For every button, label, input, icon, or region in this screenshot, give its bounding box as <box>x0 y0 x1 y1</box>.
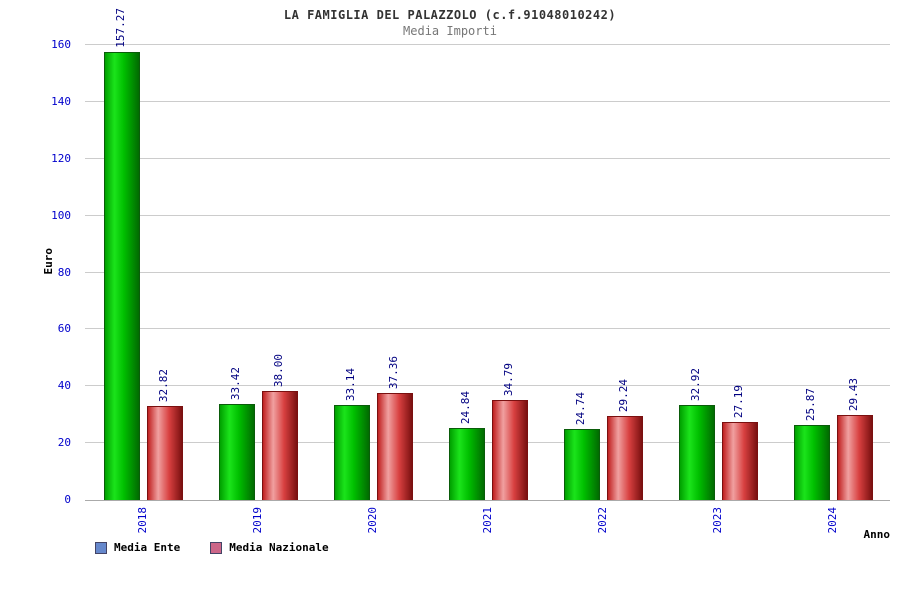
y-tick-label: 80 <box>57 265 71 279</box>
bar-media-nazionale-2021 <box>492 400 528 500</box>
bar-value-label: 38.00 <box>272 353 285 387</box>
legend-item-media-nazionale: Media Nazionale <box>210 541 329 554</box>
gridline <box>85 100 890 102</box>
y-tick-label: 120 <box>51 151 71 165</box>
y-tick-label: 20 <box>57 436 71 450</box>
bar-value-label: 25.87 <box>804 388 817 422</box>
x-axis-title: Anno <box>863 528 891 541</box>
bar-value-label: 24.74 <box>574 391 587 425</box>
x-axis: 2018 2019 2020 2021 2022 2023 2024 <box>85 503 890 545</box>
x-tick-label: 2022 <box>595 507 609 534</box>
gridline <box>85 157 890 159</box>
chart-subtitle: Media Importi <box>403 24 497 38</box>
plot-area: 157.27 32.82 33.42 38.00 33.14 37.36 24.84 34.7… <box>85 8 890 501</box>
bar-media-nazionale-2019 <box>262 390 298 500</box>
bar-media-ente-2020 <box>334 404 370 500</box>
bar-value-label: 24.84 <box>459 391 472 425</box>
bar-value-label: 32.82 <box>157 368 170 402</box>
y-tick-label: 60 <box>57 322 71 336</box>
bar-value-label: 34.79 <box>502 362 515 397</box>
x-tick-label: 2023 <box>710 507 724 534</box>
gridline <box>85 271 890 273</box>
x-tick-label: 2021 <box>480 507 494 534</box>
bar-media-ente-2018 <box>104 51 140 500</box>
bar-value-label: 37.36 <box>387 355 400 389</box>
gridline <box>85 328 890 330</box>
bar-media-nazionale-2018 <box>147 405 183 500</box>
y-tick-label: 160 <box>51 38 71 51</box>
x-tick-label: 2018 <box>135 507 149 534</box>
bar-value-label: 29.43 <box>847 378 860 412</box>
bar-value-label: 29.24 <box>617 378 630 412</box>
bar-value-label: 27.19 <box>732 384 745 418</box>
chart-title: LA FAMIGLIA DEL PALAZZOLO (c.f.910480102… <box>283 8 617 22</box>
bar-media-ente-2022 <box>564 428 600 500</box>
legend-swatch-media-ente <box>95 541 107 554</box>
gridline <box>85 214 890 216</box>
x-tick-label: 2019 <box>250 507 264 534</box>
y-tick-label: 40 <box>57 379 71 393</box>
bar-media-ente-2023 <box>679 405 715 500</box>
y-tick-label: 140 <box>51 94 71 108</box>
bar-media-ente-2021 <box>449 428 485 500</box>
legend: Media Ente Media Nazionale <box>95 541 329 554</box>
bar-media-ente-2019 <box>219 403 255 500</box>
gridline <box>85 442 890 444</box>
y-axis: 0 20 40 60 80 100 120 140 160 <box>0 38 85 506</box>
legend-item-media-ente: Media Ente <box>95 541 180 554</box>
bar-value-label: 157.27 <box>114 8 127 48</box>
bar-media-nazionale-2020 <box>377 392 413 500</box>
legend-label-media-nazionale: Media Nazionale <box>229 541 329 554</box>
bar-value-label: 32.92 <box>689 368 702 402</box>
bar-value-label: 33.14 <box>344 367 357 401</box>
gridline <box>85 385 890 387</box>
bar-media-nazionale-2022 <box>607 415 643 500</box>
bar-media-ente-2024 <box>794 425 830 500</box>
x-tick-label: 2020 <box>365 507 379 534</box>
bar-media-nazionale-2024 <box>837 415 873 500</box>
legend-swatch-media-nazionale <box>210 541 223 554</box>
y-tick-label: 0 <box>64 493 71 506</box>
gridline <box>85 44 890 45</box>
bar-media-nazionale-2023 <box>722 421 758 500</box>
legend-label-media-ente: Media Ente <box>114 541 181 554</box>
bar-value-label: 33.42 <box>229 366 242 400</box>
x-tick-label: 2024 <box>825 507 839 534</box>
y-tick-label: 100 <box>51 208 71 222</box>
